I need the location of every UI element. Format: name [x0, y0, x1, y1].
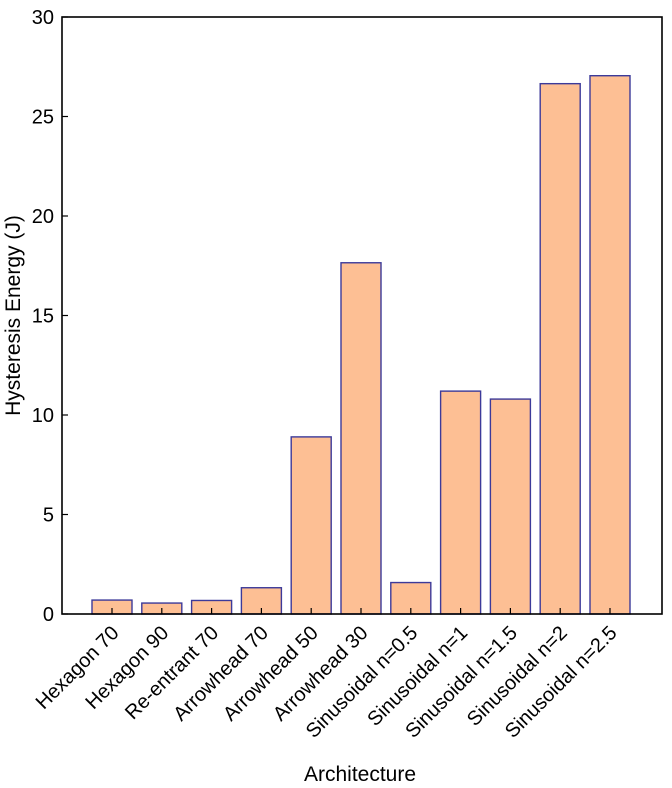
bar: [439, 390, 482, 615]
y-axis-label: Hysteresis Energy (J): [2, 215, 25, 416]
y-tick-label: 10: [32, 405, 54, 427]
x-axis-label: Architecture: [304, 763, 416, 786]
y-tick-label: 0: [43, 604, 54, 626]
bar: [539, 82, 581, 615]
y-tick-label: 5: [43, 505, 54, 527]
y-tick-label: 15: [32, 306, 54, 328]
y-tick-label: 20: [32, 206, 54, 228]
y-tick-label: 25: [32, 107, 54, 129]
plot-frame: [61, 16, 663, 615]
bar: [290, 436, 332, 615]
y-tick-label: 30: [32, 7, 54, 29]
bar: [340, 262, 382, 615]
bar: [489, 398, 532, 615]
y-axis-ticks: 0 5 10 15 20 25 30: [32, 7, 68, 626]
bar: [589, 75, 631, 615]
bars-group: [91, 75, 631, 615]
